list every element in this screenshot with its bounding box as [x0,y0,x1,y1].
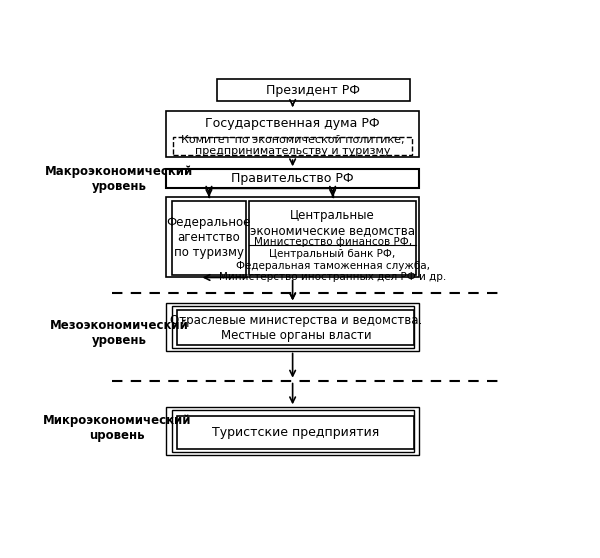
Text: Министерство финансов РФ,
Центральный банк РФ,
Федеральная таможенная служба,
Ми: Министерство финансов РФ, Центральный ба… [219,238,446,282]
Bar [166,197,419,277]
Text: Макроэкономический
уровень: Макроэкономический уровень [45,165,193,193]
Bar [166,304,419,350]
Bar [166,169,419,188]
Bar [172,410,415,452]
Bar [173,137,412,155]
Bar [172,306,415,348]
Text: Отраслевые министерства и ведомства.
Местные органы власти: Отраслевые министерства и ведомства. Мес… [170,314,422,341]
Text: Президент РФ: Президент РФ [266,84,361,97]
Bar [178,310,415,345]
Bar [166,407,419,455]
Bar [172,201,246,275]
Text: Правительство РФ: Правительство РФ [231,172,354,185]
Text: Микроэкономический
uровень: Микроэкономический uровень [43,414,191,442]
Text: Государственная дума РФ: Государственная дума РФ [205,117,380,130]
Text: Комитет по экономической политике,
предпринимательству и туризму: Комитет по экономической политике, предп… [181,135,404,156]
Bar [217,79,410,102]
Text: Центральные
экономические ведомства: Центральные экономические ведомства [250,209,415,237]
Text: Туристские предприятия: Туристские предприятия [212,426,380,439]
Bar [166,111,419,157]
Bar [178,416,415,449]
Text: Федеральное
агентство
по туризму: Федеральное агентство по туризму [167,217,251,259]
Bar [250,201,416,275]
Text: Мезоэкономический
уровень: Мезоэкономический уровень [50,319,188,347]
